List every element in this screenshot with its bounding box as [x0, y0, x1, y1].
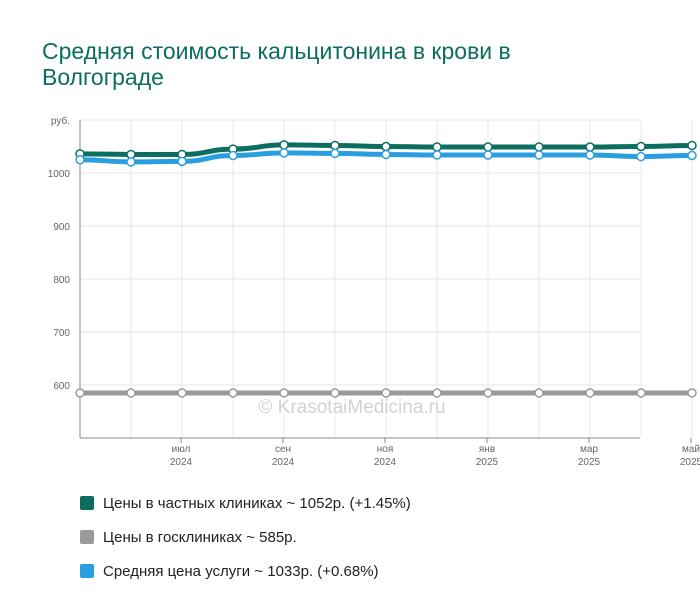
data-point — [279, 148, 289, 158]
legend-label: Цены в частных клиниках ~ 1052р. (+1.45%… — [103, 494, 411, 512]
x-tick-label-year: 2025 — [680, 457, 700, 468]
data-point — [381, 141, 391, 152]
data-point — [330, 148, 340, 159]
x-tick-label-month: май — [682, 444, 700, 455]
y-axis-unit: руб. — [51, 115, 70, 127]
data-point — [534, 150, 544, 160]
data-point — [687, 388, 697, 398]
data-point — [177, 156, 187, 167]
data-point — [483, 150, 493, 160]
y-tick-label: 700 — [53, 328, 70, 339]
data-point — [585, 388, 595, 398]
data-point — [228, 388, 238, 398]
legend-item[interactable]: Цены в частных клиниках ~ 1052р. (+1.45%… — [80, 486, 411, 520]
chart-legend: Цены в частных клиниках ~ 1052р. (+1.45%… — [80, 486, 411, 588]
x-tick-label-year: 2025 — [578, 457, 601, 468]
legend-item[interactable]: Цены в госклиниках ~ 585р. — [80, 520, 411, 554]
y-tick-label: 900 — [53, 222, 70, 233]
data-point — [534, 388, 544, 398]
data-point — [585, 142, 595, 152]
data-point — [381, 388, 391, 398]
data-point — [177, 388, 187, 398]
watermark: © KrasotaiMedicina.ru — [258, 397, 445, 418]
data-point — [126, 388, 136, 398]
data-point — [687, 150, 697, 161]
data-point — [585, 150, 595, 160]
line-chart: 600 700 800 900 1000 руб. июл 2024 сен 2024 ноя 202… — [48, 115, 700, 468]
data-point — [432, 142, 442, 152]
x-tick-label-month: янв — [479, 444, 495, 455]
data-point — [483, 388, 493, 398]
legend-item[interactable]: Средняя цена услуги ~ 1033р. (+0.68%) — [80, 554, 411, 588]
chart-title: Средняя стоимость кальцитонина в крови в… — [42, 38, 511, 90]
data-point — [330, 140, 340, 151]
data-point — [483, 142, 493, 152]
data-point — [636, 151, 646, 162]
x-tick-label-year: 2025 — [476, 457, 499, 468]
data-point — [432, 150, 442, 160]
data-point — [687, 140, 697, 151]
legend-swatch — [80, 496, 94, 510]
x-tick-label-year: 2024 — [272, 457, 295, 468]
data-point — [534, 142, 544, 152]
data-point — [330, 388, 340, 398]
y-tick-label: 800 — [53, 275, 70, 286]
data-point — [279, 140, 289, 150]
y-tick-label: 1000 — [48, 169, 71, 180]
x-tick-label-month: ноя — [377, 444, 394, 455]
legend-label: Средняя цена услуги ~ 1033р. (+0.68%) — [103, 562, 379, 580]
data-point — [381, 149, 391, 160]
data-point — [279, 388, 289, 398]
x-tick-label-month: июл — [172, 444, 191, 455]
y-tick-label: 600 — [53, 381, 70, 392]
data-point — [75, 155, 85, 165]
data-point — [432, 388, 442, 398]
data-point — [75, 388, 85, 398]
data-point — [636, 388, 646, 398]
x-tick-label-month: сен — [275, 444, 291, 455]
data-point — [636, 141, 646, 152]
x-tick-label-year: 2024 — [374, 457, 397, 468]
x-tick-label-year: 2024 — [170, 457, 193, 468]
legend-swatch — [80, 564, 94, 578]
data-point — [228, 150, 238, 161]
legend-label: Цены в госклиниках ~ 585р. — [103, 528, 297, 546]
data-point — [126, 157, 136, 167]
legend-swatch — [80, 530, 94, 544]
x-tick-label-month: мар — [580, 444, 598, 455]
